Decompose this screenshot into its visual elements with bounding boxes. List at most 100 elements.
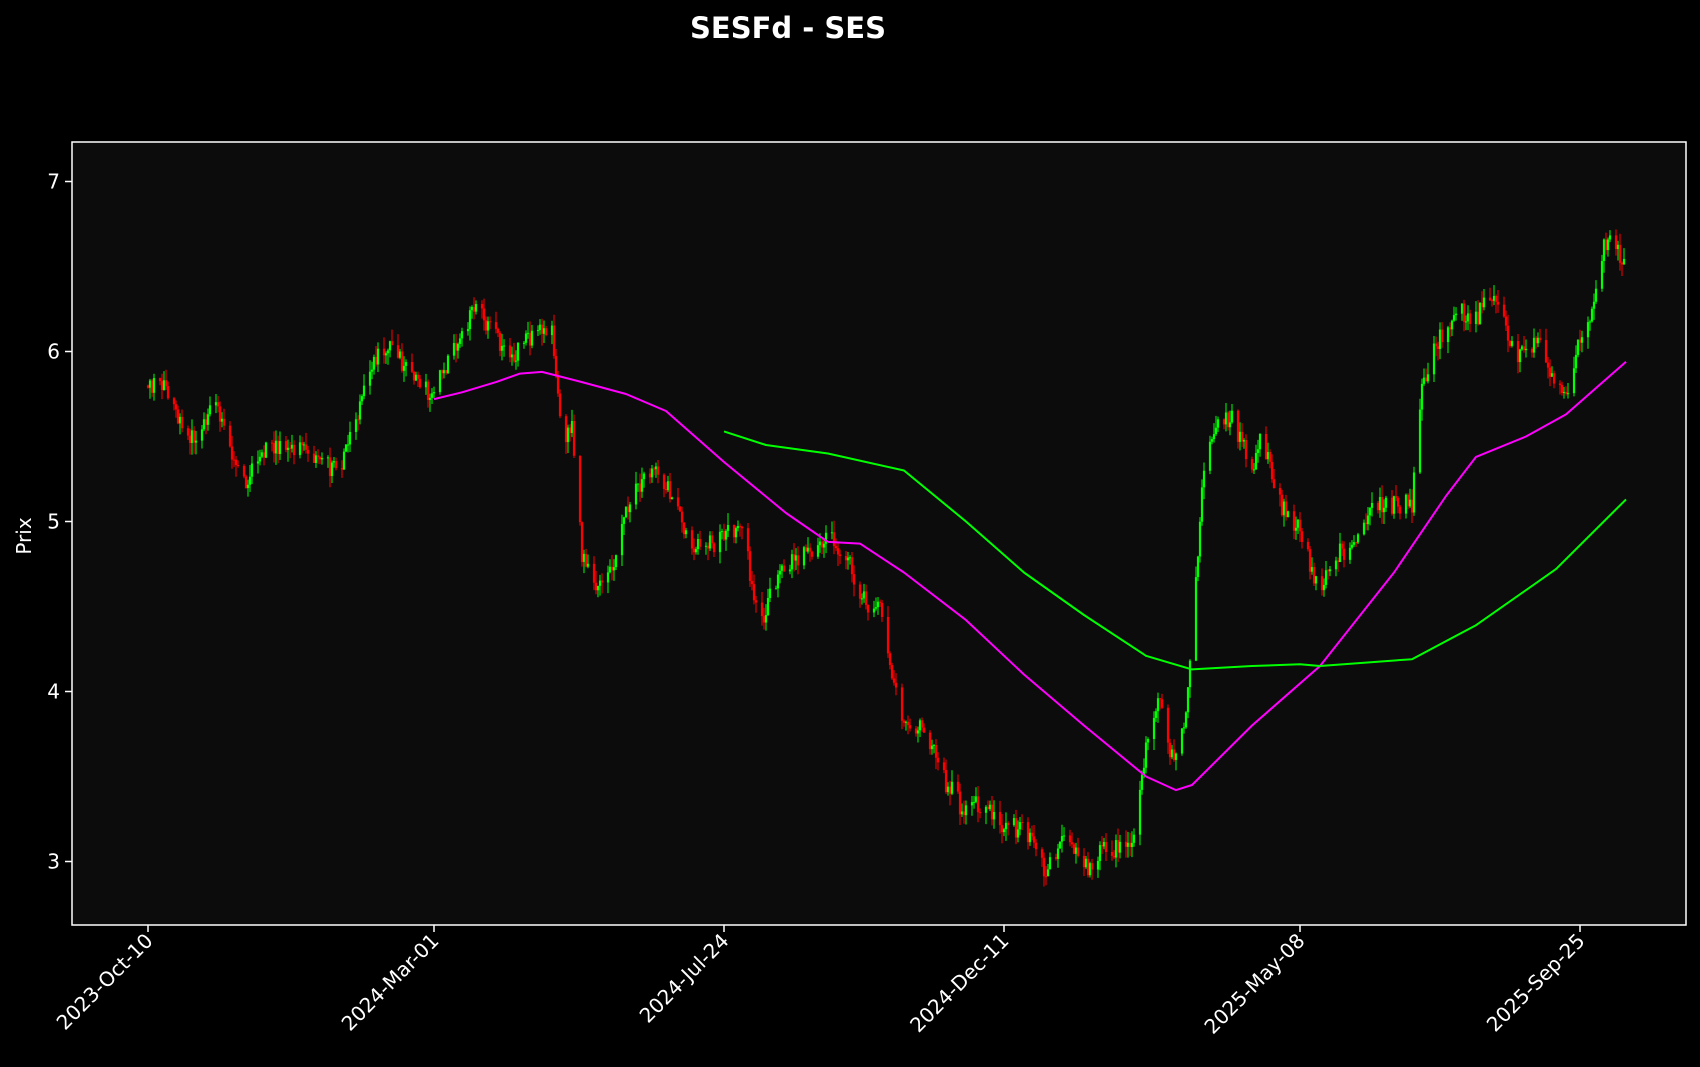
candle-body [230,446,234,460]
candle-body [246,484,250,489]
candle-body [148,380,152,388]
candle-body [1552,373,1556,384]
candle-body [190,430,194,443]
candle-body [1574,354,1578,369]
candle-body [1172,749,1176,760]
candle-body [542,328,546,334]
candle-body [754,600,758,603]
candle-body [1128,842,1132,847]
candle-body [736,525,740,529]
x-tick-label: 2025-Sep-25 [1482,929,1590,1037]
x-tick-label: 2024-Dec-11 [905,929,1014,1038]
candle-body [1140,774,1144,790]
candle-body [818,541,822,546]
candle-body [768,588,772,599]
candle-body [788,569,792,572]
candle-body [1188,660,1192,688]
candle-body [1116,840,1120,853]
candle-body [1538,337,1542,341]
candle-body [302,444,306,446]
candle-body [636,483,640,485]
candle-body [1146,739,1150,743]
candle-body [426,381,430,400]
candle-body [516,342,520,361]
candle-body [456,343,460,351]
candle-body [1594,288,1598,302]
candle-body [152,378,156,393]
candle-body [318,457,322,460]
candle-body [1474,311,1478,324]
candle-body [640,479,644,492]
candle-body [1284,501,1288,518]
candle-body [1412,472,1416,513]
candle-body [1082,855,1086,868]
candle-body [916,730,920,734]
candle-body [596,585,600,591]
candle-body [1238,431,1242,442]
candle-body [792,554,796,561]
candle-body [662,474,666,489]
candle-body [432,392,436,394]
y-tick-label: 6 [47,340,60,364]
candle-body [1060,836,1064,842]
candle-body [1490,300,1494,302]
candle-body [1462,303,1466,322]
candle-body [902,720,906,723]
candle-body [586,563,590,567]
x-tick-label: 2024-Mar-01 [337,929,444,1036]
candle-body [430,393,434,398]
candle-body [1520,346,1524,350]
candle-body [146,385,150,388]
candle-body [468,310,472,330]
candle-body [922,727,926,733]
candle-body [1524,348,1528,351]
candle-body [550,325,554,336]
candle-body [498,332,502,351]
candle-body [402,365,406,371]
candle-body [1030,832,1034,837]
candle-body [1580,337,1584,343]
candle-body [1314,576,1318,584]
y-tick-label: 5 [47,510,60,534]
candle-body [536,330,540,332]
candle-body [176,409,180,424]
candle-body [678,506,682,512]
candle-body [158,378,162,382]
candle-body [958,791,962,815]
candle-body [1562,391,1566,393]
candle-body [582,553,586,562]
candle-body [1396,497,1400,507]
candle-body [1270,461,1274,480]
candle-body [808,547,812,552]
candle-body [270,442,274,444]
candle-body [650,468,654,478]
candle-body [950,781,954,794]
candle-body [298,442,302,456]
candle-body [216,402,220,407]
candle-body [396,345,400,358]
candle-body [600,580,604,583]
candle-body [1006,822,1010,826]
candle-body [1142,767,1146,775]
candle-body [1068,835,1072,843]
candle-body [762,616,766,623]
candle-body [676,497,680,507]
candle-body [846,557,850,561]
candle-body [250,463,254,477]
candle-body [484,320,488,331]
candle-body [344,444,348,452]
candle-body [1356,534,1360,543]
candle-body [358,401,362,420]
candle-body [1132,834,1136,843]
candle-body [332,461,336,463]
candle-body [740,526,744,529]
candle-body [1072,844,1076,854]
candle-body [1518,349,1522,363]
candle-body [612,567,616,571]
candle-body [188,435,192,443]
candle-body [1536,337,1540,344]
candle-body [1436,346,1440,349]
candle-body [1086,858,1090,876]
candle-body [442,370,446,374]
